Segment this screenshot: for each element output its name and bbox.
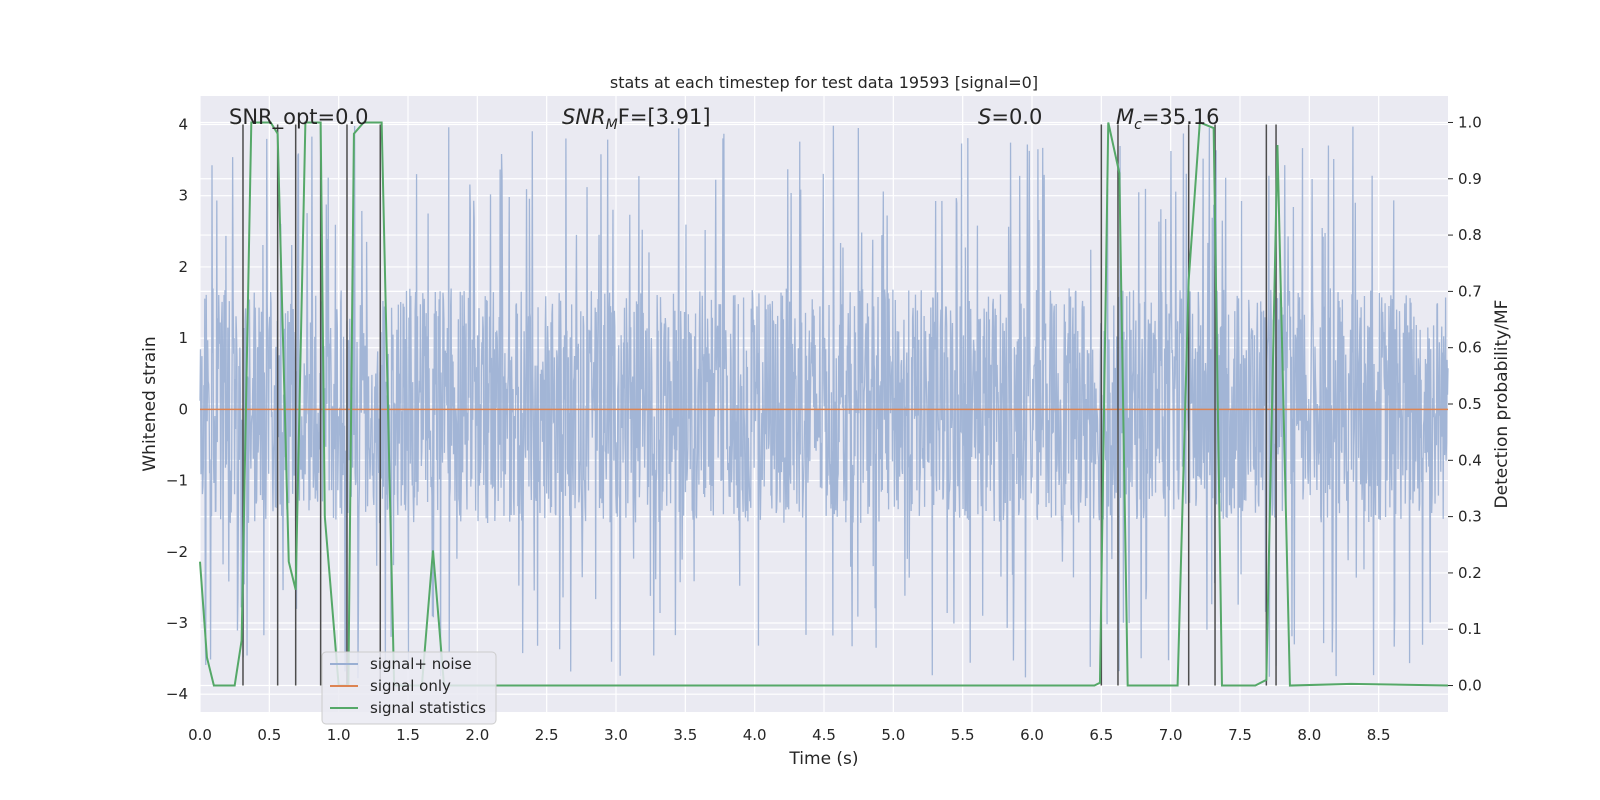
right-y-tick-label: 0.6 <box>1458 339 1482 357</box>
series-signal-noise <box>199 125 1449 679</box>
legend-label-signal-noise: signal+ noise <box>370 655 472 673</box>
x-tick-label: 7.0 <box>1159 726 1183 744</box>
right-y-tick-label: 0.0 <box>1458 677 1482 695</box>
right-y-tick-label: 0.9 <box>1458 170 1482 188</box>
legend-label-signal-statistics: signal statistics <box>370 699 486 717</box>
x-tick-label: 8.0 <box>1297 726 1321 744</box>
right-y-tick-label: 0.8 <box>1458 226 1482 244</box>
right-y-tick-label: 0.7 <box>1458 282 1482 300</box>
right-y-axis-label: Detection probability/MF <box>1492 300 1512 509</box>
right-y-tick-label: 0.3 <box>1458 508 1482 526</box>
x-tick-label: 1.0 <box>327 726 351 744</box>
legend-box <box>321 651 497 725</box>
y-tick-label: −4 <box>166 685 188 703</box>
y-tick-label: 2 <box>178 258 188 276</box>
annotation-snr-mf-rest: F=[3.91] <box>618 105 711 129</box>
annotation-s-value: =0.0 <box>991 105 1042 129</box>
x-tick-label: 0.5 <box>257 726 281 744</box>
y-tick-label: 4 <box>178 115 188 133</box>
right-y-tick-label: 0.1 <box>1458 620 1482 638</box>
signal-noise-trace <box>199 125 1449 679</box>
annotation-mc: Mc=35.16 <box>1116 105 1220 133</box>
x-tick-label: 8.5 <box>1367 726 1391 744</box>
legend-label-signal-only: signal only <box>370 677 451 695</box>
x-tick-label: 4.5 <box>812 726 836 744</box>
right-y-tick-label: 0.2 <box>1458 564 1482 582</box>
annotation-snr-opt: SNR_opt=0.0 <box>229 105 369 130</box>
right-y-tick-labels: 1.0 0.9 0.8 0.7 0.6 0.5 0.4 0.3 0.2 0.1 0.0 <box>1448 113 1482 695</box>
chart-title: stats at each timestep for test data 195… <box>610 73 1038 92</box>
annotation-snr-mf: SNRMF=[3.91] <box>562 105 711 133</box>
annotation-s-symbol: S <box>978 105 991 129</box>
annotation-s: S=0.0 <box>978 105 1042 129</box>
right-y-tick-label: 0.4 <box>1458 451 1482 469</box>
x-tick-label: 6.5 <box>1089 726 1113 744</box>
x-tick-label: 1.5 <box>396 726 420 744</box>
y-tick-label: 0 <box>178 400 188 418</box>
x-tick-label: 7.5 <box>1228 726 1252 744</box>
y-tick-labels: 4 3 2 1 0 −1 −2 −3 −4 <box>166 115 188 703</box>
annotation-mc-value: =35.16 <box>1142 105 1220 129</box>
x-tick-label: 2.0 <box>465 726 489 744</box>
right-y-tick-label: 1.0 <box>1458 113 1482 131</box>
y-tick-label: −2 <box>166 543 188 561</box>
x-tick-label: 3.0 <box>604 726 628 744</box>
x-tick-label: 3.5 <box>673 726 697 744</box>
annotation-mc-symbol: M <box>1116 105 1134 129</box>
right-y-tick-label: 0.5 <box>1458 395 1482 413</box>
x-tick-label: 0.0 <box>188 726 212 744</box>
x-tick-label: 4.0 <box>743 726 767 744</box>
legend: signal+ noise signal only signal statist… <box>321 651 497 725</box>
x-tick-label: 2.5 <box>535 726 559 744</box>
x-axis-label: Time (s) <box>788 749 858 769</box>
x-tick-label: 6.0 <box>1020 726 1044 744</box>
x-tick-label: 5.0 <box>881 726 905 744</box>
annotation-snr-mf-base: SNR <box>562 105 606 129</box>
y-axis-label: Whitened strain <box>140 336 160 471</box>
x-tick-label: 5.5 <box>951 726 975 744</box>
y-tick-label: −1 <box>166 472 188 490</box>
annotation-snr-mf-sub: M <box>606 117 618 133</box>
annotation-mc-sub: c <box>1134 117 1142 133</box>
x-tick-labels: 0.0 0.5 1.0 1.5 2.0 2.5 3.0 3.5 4.0 4.5 5.0 5.5 6.0 6… <box>188 726 1391 744</box>
y-tick-label: −3 <box>166 614 188 632</box>
y-tick-label: 1 <box>178 329 188 347</box>
y-tick-label: 3 <box>178 187 188 205</box>
